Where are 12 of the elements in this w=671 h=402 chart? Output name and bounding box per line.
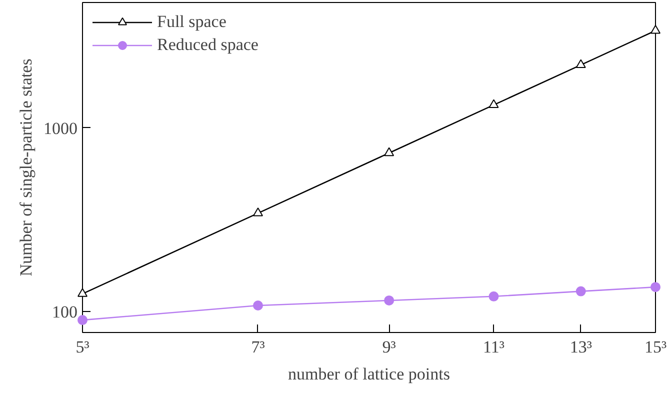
x-tick-label: 13³ <box>570 338 592 356</box>
x-axis-title: number of lattice points <box>288 364 450 384</box>
legend-label: Full space <box>157 12 226 32</box>
y-axis-title: Number of single-particle states <box>16 58 36 276</box>
legend-label: Reduced space <box>157 35 258 55</box>
x-tick-label: 7³ <box>251 338 265 356</box>
y-tick-label: 1000 <box>44 118 78 138</box>
x-tick-label: 5³ <box>76 338 90 356</box>
x-tick-label: 9³ <box>382 338 396 356</box>
y-tick-label: 100 <box>52 302 78 322</box>
x-tick-label: 11³ <box>483 338 504 356</box>
x-tick-label: 15³ <box>644 338 667 356</box>
